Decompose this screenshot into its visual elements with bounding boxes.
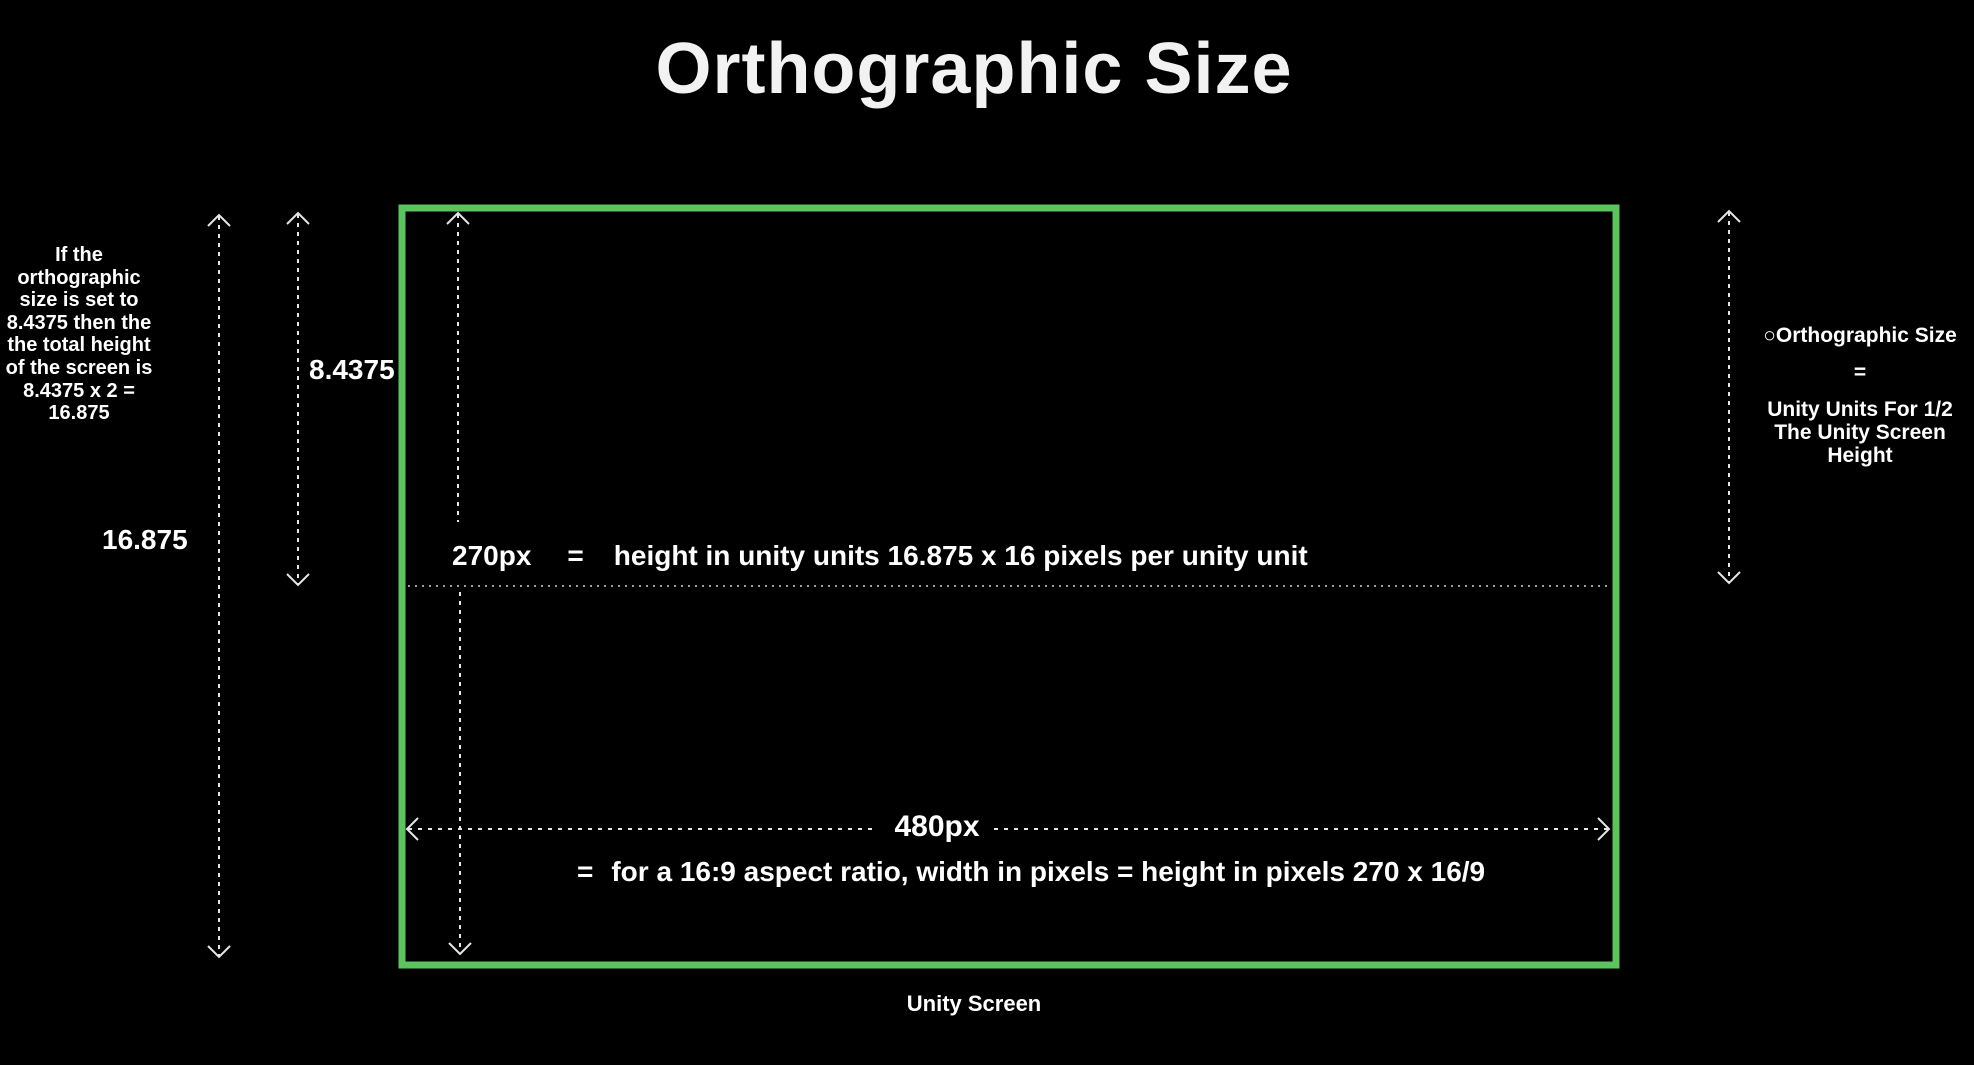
right-note-heading: ○Orthographic Size: [1763, 324, 1957, 347]
height-equals-sign: =: [567, 540, 584, 571]
right-note-description: Unity Units For 1/2 The Unity Screen Hei…: [1767, 398, 1953, 467]
diagram-title: Orthographic Size: [655, 29, 1293, 109]
total-height-label: 16.875: [102, 524, 188, 555]
width-equals-sign: =: [577, 856, 594, 887]
height-px-label: 270px: [452, 540, 532, 571]
width-equation: = for a 16:9 aspect ratio, width in pixel…: [577, 856, 1485, 888]
pixel-width-arrow: [405, 817, 1611, 841]
right-note-equals: =: [1853, 361, 1867, 384]
unity-screen-frame: [398, 204, 1620, 969]
orthographic-size-arrow: [1717, 209, 1741, 585]
width-formula-text: for a 16:9 aspect ratio, width in pixels…: [611, 856, 1486, 887]
unity-screen-caption: Unity Screen: [906, 991, 1042, 1016]
right-explanation-note: ○Orthographic Size = Unity Units For 1/2…: [1752, 324, 1968, 467]
total-height-arrow: [207, 213, 231, 959]
pixel-height-arrow: [446, 211, 472, 956]
height-formula-text: height in unity units 16.875 x 16 pixels…: [613, 540, 1308, 571]
width-px-label: 480px: [882, 810, 992, 844]
half-height-label: 8.4375: [309, 354, 395, 385]
left-explanation-note: If the orthographic size is set to 8.437…: [5, 244, 153, 425]
half-height-arrow: [286, 211, 310, 587]
height-equation: 270px = height in unity units 16.875 x 16 …: [452, 540, 1308, 572]
